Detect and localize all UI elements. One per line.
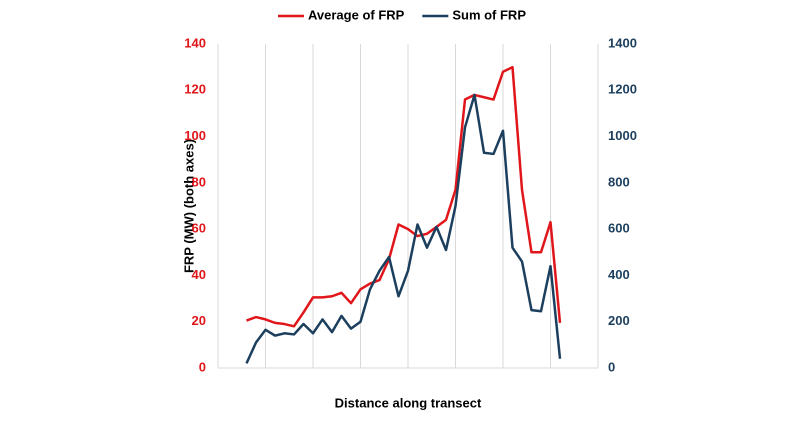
y2-tick-label: 1400 — [608, 35, 637, 50]
y-tick-label: 140 — [184, 35, 206, 50]
y2-tick-label: 1200 — [608, 82, 637, 97]
y-tick-label: 100 — [184, 128, 206, 143]
y2-tick-label: 600 — [608, 221, 630, 236]
y-tick-label: 0 — [199, 359, 206, 374]
y-tick-label: 120 — [184, 82, 206, 97]
series-line — [246, 65, 562, 328]
y-tick-label: 60 — [192, 221, 206, 236]
y2-tick-label: 400 — [608, 267, 630, 282]
legend-label: Average of FRP — [308, 7, 405, 22]
y2-tick-label: 0 — [608, 359, 615, 374]
y-tick-label: 80 — [192, 174, 206, 189]
y2-tick-label: 1000 — [608, 128, 637, 143]
y-axis-label: FRP (MW) (both axes) — [181, 139, 196, 273]
y-tick-label: 20 — [192, 313, 206, 328]
y2-tick-label: 200 — [608, 313, 630, 328]
x-axis-label: Distance along transect — [335, 395, 482, 410]
y2-tick-label: 800 — [608, 174, 630, 189]
legend-label: Sum of FRP — [452, 7, 526, 22]
series-line — [245, 93, 562, 364]
y-tick-label: 40 — [192, 267, 206, 282]
